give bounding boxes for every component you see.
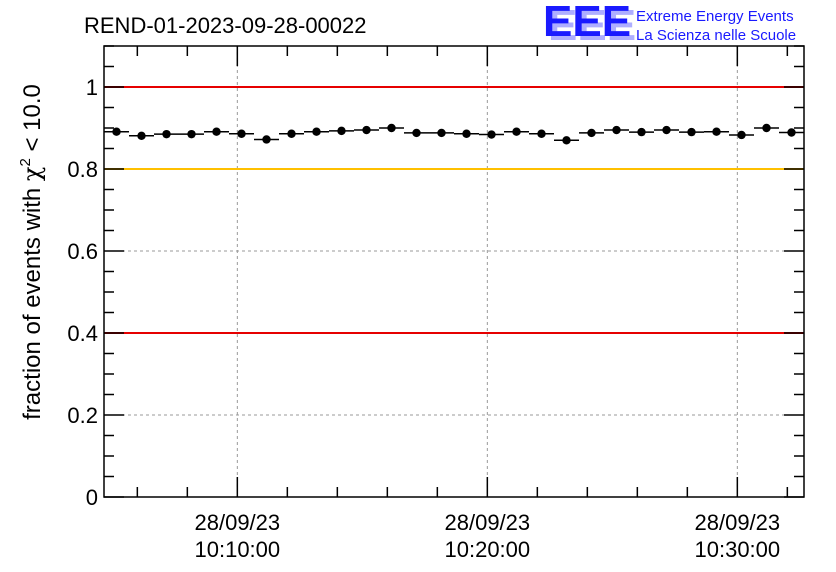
data-point xyxy=(562,136,571,145)
data-point xyxy=(112,127,121,136)
plot-frame xyxy=(103,45,805,498)
y-tick-label: 1 xyxy=(86,75,98,100)
x-tick-label-date: 28/09/23 xyxy=(445,510,531,535)
data-point xyxy=(437,128,446,138)
data-point xyxy=(612,125,621,135)
data-point xyxy=(587,128,596,138)
data-point xyxy=(712,127,721,136)
data-point xyxy=(387,123,396,133)
data-point xyxy=(287,129,296,138)
y-tick-label: 0 xyxy=(86,485,98,510)
data-point xyxy=(637,127,646,137)
y-tick-label: 0.6 xyxy=(67,239,98,264)
logo-line-1: Extreme Energy Events xyxy=(636,8,794,25)
data-point xyxy=(312,127,321,136)
logo-letters: EEE xyxy=(543,0,631,46)
logo-letters-shadow: EEE xyxy=(548,1,636,50)
x-tick-label-time: 10:20:00 xyxy=(445,537,531,562)
data-point xyxy=(662,125,671,135)
y-tick-labels: 0 0.2 0.4 0.6 0.8 1 xyxy=(67,75,98,510)
eee-logo: EEE EEE Extreme Energy Events La Scienza… xyxy=(543,0,796,50)
data-point xyxy=(362,125,371,135)
x-tick-labels: 28/09/2310:10:0028/09/2310:20:0028/09/23… xyxy=(195,510,781,562)
data-point xyxy=(737,130,746,140)
x-tick-label-time: 10:10:00 xyxy=(195,537,281,562)
data-point xyxy=(162,129,171,139)
y-tick-label: 0.8 xyxy=(67,157,98,182)
data-point xyxy=(762,123,771,133)
y-tick-label: 0.4 xyxy=(67,321,98,346)
y-tick-label: 0.2 xyxy=(67,403,98,428)
data-point xyxy=(537,129,546,138)
data-point xyxy=(262,135,271,144)
logo-line-2: La Scienza nelle Scuole xyxy=(636,27,796,44)
data-point xyxy=(187,129,196,139)
data-points xyxy=(104,123,804,145)
data-point xyxy=(237,129,246,138)
y-axis-label: fraction of events with χ2 < 10.0 xyxy=(17,84,46,420)
data-point xyxy=(462,129,471,138)
data-point xyxy=(787,128,796,137)
x-tick-label-date: 28/09/23 xyxy=(695,510,781,535)
reference-lines xyxy=(104,86,804,334)
data-point xyxy=(412,128,421,138)
data-point xyxy=(337,126,346,136)
x-tick-label-time: 10:30:00 xyxy=(695,537,781,562)
grid xyxy=(104,46,804,497)
data-point xyxy=(512,127,521,136)
data-point xyxy=(137,131,146,140)
chart-title: REND-01-2023-09-28-00022 xyxy=(84,13,367,38)
axis-ticks xyxy=(104,45,804,498)
data-point xyxy=(212,127,221,136)
x-tick-label-date: 28/09/23 xyxy=(195,510,281,535)
data-point xyxy=(687,127,696,137)
data-point xyxy=(487,130,496,139)
